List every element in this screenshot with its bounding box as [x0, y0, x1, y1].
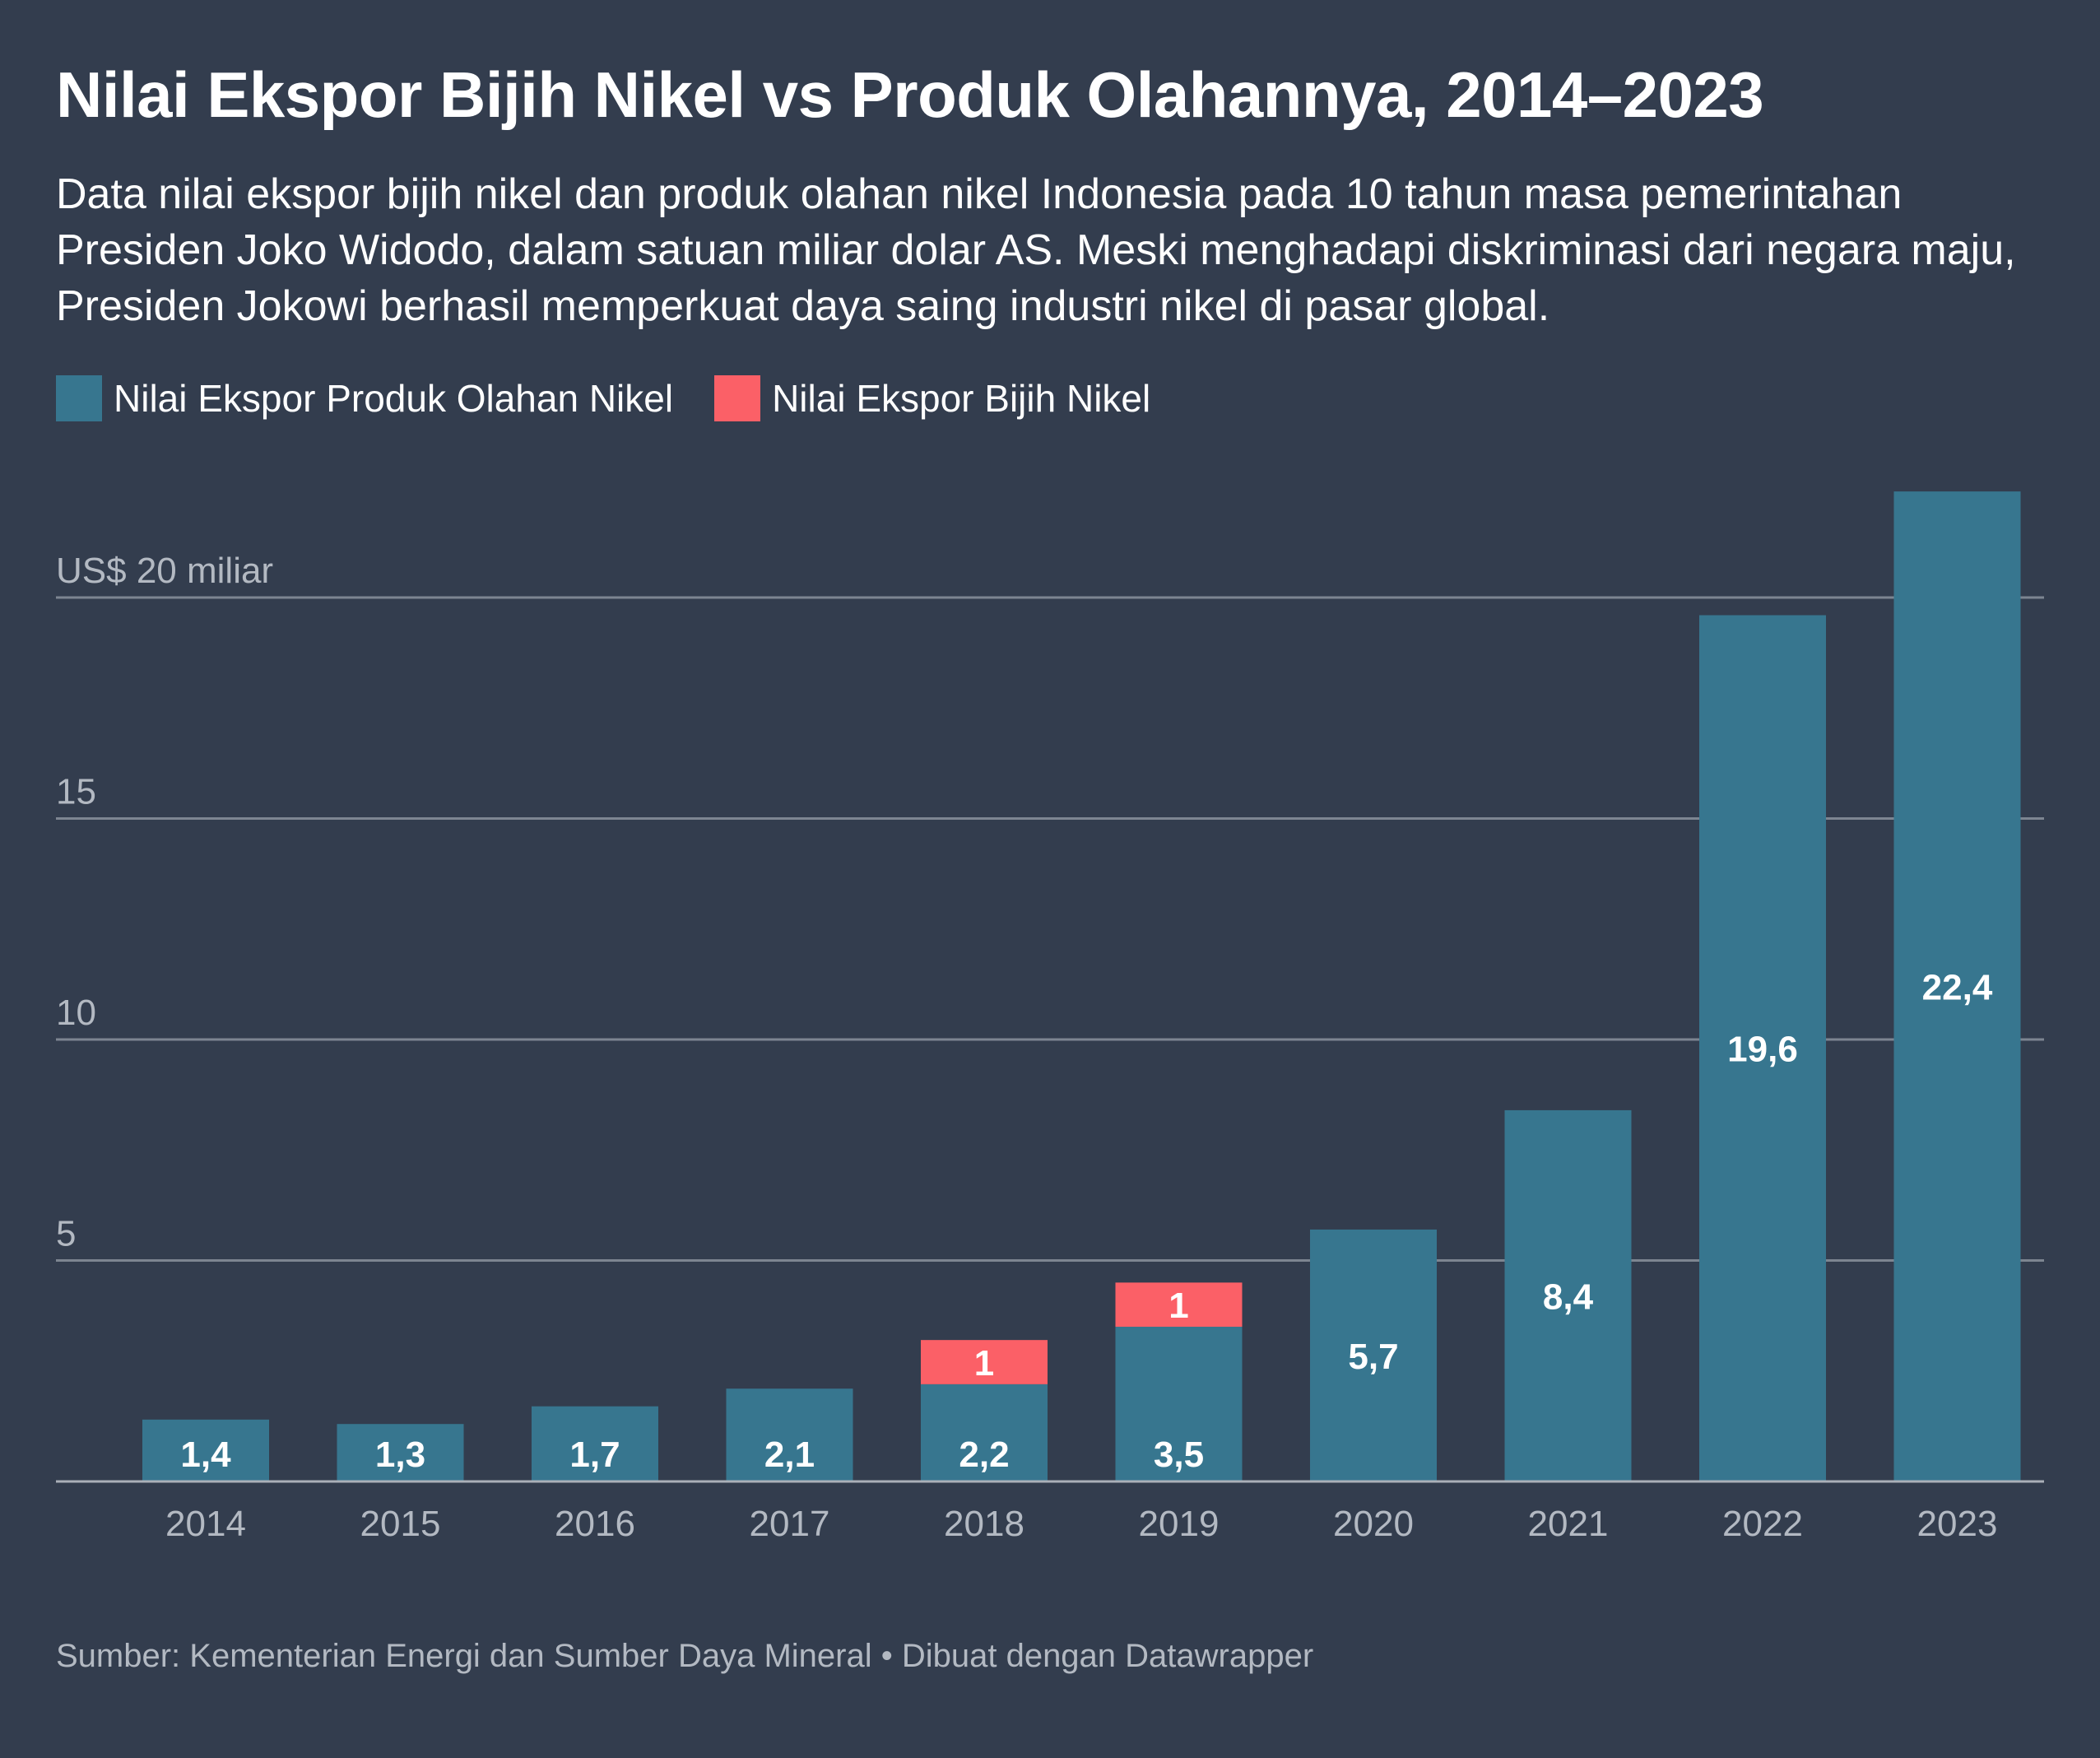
bar-2019-processed — [1115, 1327, 1243, 1481]
x-axis: 2014 2015 2016 2017 2018 2019 2020 2021 2022 2023 — [56, 1480, 2044, 1544]
value-label-2018-ore: 1 — [974, 1343, 994, 1384]
value-label-2017-processed: 2,1 — [764, 1435, 815, 1475]
legend: Nilai Ekspor Produk Olahan Nikel Nilai E… — [56, 375, 1150, 421]
y-tick-label-15: 15 — [56, 772, 96, 812]
bar-2018-processed — [921, 1384, 1048, 1481]
value-label-2022-processed: 19,6 — [1727, 1030, 1798, 1070]
legend-label-ore: Nilai Ekspor Bijih Nikel — [772, 377, 1151, 420]
x-tick-label-2021: 2021 — [1528, 1504, 1609, 1544]
value-label-2018-processed: 2,2 — [959, 1435, 1009, 1475]
x-tick-label-2014: 2014 — [165, 1504, 246, 1544]
value-label-2021-processed: 8,4 — [1543, 1277, 1594, 1317]
y-tick-label-10: 10 — [56, 993, 96, 1033]
x-tick-label-2023: 2023 — [1917, 1504, 1998, 1544]
bar-2020-processed — [1310, 1229, 1437, 1481]
x-tick-label-2019: 2019 — [1139, 1504, 1220, 1544]
bars — [142, 491, 2021, 1481]
legend-swatch-processed — [56, 375, 102, 421]
x-tick-label-2020: 2020 — [1333, 1504, 1414, 1544]
value-label-2020-processed: 5,7 — [1348, 1337, 1398, 1377]
bar-2018-ore — [921, 1340, 1048, 1384]
y-tick-label-20: US$ 20 miliar — [56, 551, 273, 591]
legend-swatch-ore — [714, 375, 761, 421]
source-footer: Sumber: Kementerian Energi dan Sumber Da… — [56, 1638, 1314, 1674]
value-label-2016-processed: 1,7 — [569, 1435, 620, 1475]
legend-label-processed: Nilai Ekspor Produk Olahan Nikel — [114, 377, 674, 420]
bar-2019-ore — [1115, 1282, 1243, 1328]
value-label-2019-ore: 1 — [1168, 1286, 1188, 1326]
x-tick-label-2015: 2015 — [360, 1504, 441, 1544]
chart-title: Nilai Ekspor Bijih Nikel vs Produk Olaha… — [56, 58, 1764, 131]
bar-2022-processed — [1699, 615, 1826, 1481]
bar-2023-processed — [1893, 491, 2021, 1481]
data-labels: 1,4 1,3 1,7 2,1 2,2 1 3,5 1 5,7 8,4 19,6 22,4 — [180, 968, 1992, 1475]
chart-subtitle: Data nilai ekspor bijih nikel dan produk… — [56, 170, 2016, 330]
bar-2017-processed — [726, 1388, 853, 1481]
value-label-2023-processed: 22,4 — [1922, 968, 1993, 1008]
value-label-2019-processed: 3,5 — [1154, 1435, 1204, 1475]
legend-item-processed: Nilai Ekspor Produk Olahan Nikel — [56, 375, 673, 421]
x-tick-label-2018: 2018 — [944, 1504, 1024, 1544]
x-tick-label-2016: 2016 — [555, 1504, 635, 1544]
value-label-2015-processed: 1,3 — [375, 1435, 425, 1475]
y-tick-label-5: 5 — [56, 1214, 76, 1254]
x-tick-label-2022: 2022 — [1722, 1504, 1803, 1544]
bar-2014-processed — [142, 1419, 269, 1481]
x-tick-label-2017: 2017 — [750, 1504, 830, 1544]
legend-item-ore: Nilai Ekspor Bijih Nikel — [714, 375, 1150, 421]
bar-2016-processed — [532, 1406, 658, 1481]
value-label-2014-processed: 1,4 — [180, 1435, 231, 1475]
bar-2021-processed — [1504, 1109, 1632, 1481]
bar-2015-processed — [337, 1424, 464, 1481]
